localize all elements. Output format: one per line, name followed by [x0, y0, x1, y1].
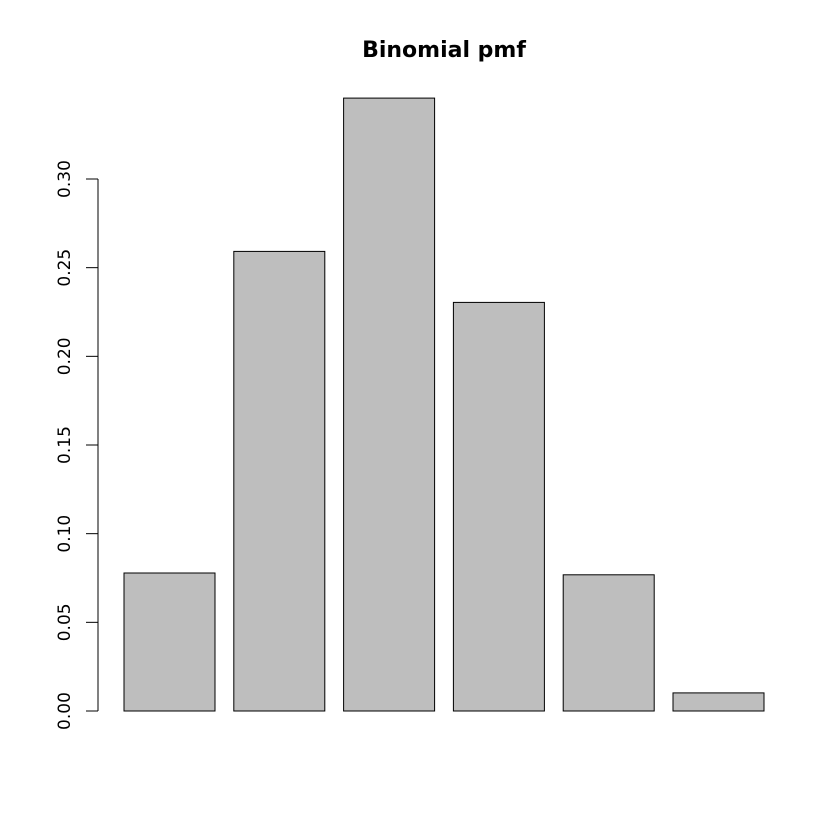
bars-group	[123, 97, 765, 712]
y-tick-label: 0.00	[55, 692, 75, 730]
y-tick-label: 0.30	[55, 160, 75, 198]
y-tick-label: 0.25	[55, 249, 75, 287]
bar	[562, 574, 655, 712]
y-tick-label: 0.05	[55, 603, 75, 641]
bar	[343, 97, 436, 712]
chart-title: Binomial pmf	[362, 38, 526, 63]
y-tick-label: 0.20	[55, 337, 75, 375]
bar	[123, 572, 216, 712]
y-tick-label: 0.15	[55, 426, 75, 464]
y-tick-label: 0.10	[55, 515, 75, 553]
bar	[233, 250, 326, 712]
bar	[672, 692, 765, 712]
bar	[452, 301, 545, 712]
y-axis: 0.00 0.05 0.10 0.15 0.20 0.25 0.30	[55, 160, 99, 730]
